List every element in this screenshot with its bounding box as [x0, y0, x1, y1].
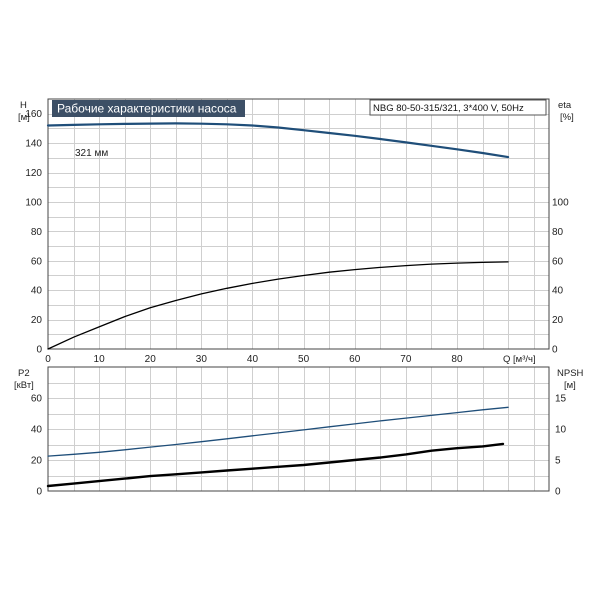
pump-model-label: NBG 80-50-315/321, 3*400 V, 50Hz — [373, 103, 524, 114]
top-right-tick-label: 60 — [552, 256, 564, 267]
top-left-tick-label: 140 — [25, 139, 42, 150]
bottom-plot-frame — [47, 366, 550, 492]
top-left-tick-label: 100 — [25, 197, 42, 208]
top-left-axis-title-symbol: H — [20, 100, 27, 111]
impeller-diameter-annotation: 321 мм — [75, 148, 108, 159]
top-plot-grid — [48, 99, 549, 349]
top-right-axis-title-symbol: eta — [558, 100, 572, 111]
bottom-left-tick-label: 60 — [31, 394, 43, 405]
top-left-tick-label: 20 — [31, 315, 43, 326]
npsh-curve — [46, 442, 505, 488]
bottom-right-tick-label: 0 — [555, 487, 561, 498]
top-left-tick-label: 60 — [31, 256, 43, 267]
top-left-tick-label: 40 — [31, 286, 43, 297]
bottom-left-tick-label: 0 — [36, 487, 42, 498]
chart-title-box — [52, 100, 245, 117]
x-tick-label: 30 — [196, 354, 208, 365]
top-plot-ticks: 0 10 20 30 40 50 60 70 80 0 20 40 60 80 100 120 140 160 0 2… — [25, 109, 569, 365]
bottom-right-tick-label: 15 — [555, 394, 567, 405]
bottom-left-axis-title-symbol: P2 — [18, 368, 30, 379]
bottom-left-axis-title-unit: [кВт] — [14, 380, 34, 391]
head-curve — [46, 122, 510, 159]
top-right-axis-title-unit: [%] — [560, 112, 574, 123]
top-plot-frame — [47, 98, 550, 350]
top-left-axis-title-unit: [м] — [18, 112, 30, 123]
top-right-tick-label: 40 — [552, 286, 564, 297]
x-tick-label: 50 — [298, 354, 310, 365]
chart-title: Рабочие характеристики насоса — [57, 102, 237, 116]
bottom-right-axis-title-symbol: NPSH — [557, 368, 584, 379]
x-axis-title: Q [м³/ч] — [503, 354, 536, 365]
top-left-tick-label: 0 — [36, 345, 42, 356]
bottom-plot-series — [46, 406, 509, 488]
bottom-left-tick-label: 20 — [31, 456, 43, 467]
x-tick-label: 80 — [451, 354, 463, 365]
bottom-left-tick-label: 40 — [31, 425, 43, 436]
bottom-right-tick-label: 10 — [555, 425, 567, 436]
bottom-plot-ticks: 0 20 40 60 0 5 10 15 — [31, 394, 567, 498]
top-right-tick-label: 20 — [552, 315, 564, 326]
top-right-tick-label: 0 — [552, 345, 558, 356]
top-left-tick-label: 120 — [25, 168, 42, 179]
top-left-tick-label: 160 — [25, 109, 42, 120]
power-curve — [47, 406, 509, 457]
x-tick-label: 70 — [400, 354, 412, 365]
bottom-right-tick-label: 5 — [555, 456, 561, 467]
bottom-right-axis-title-unit: [м] — [564, 380, 576, 391]
x-tick-label: 60 — [349, 354, 361, 365]
pump-model-box — [369, 99, 547, 116]
top-right-tick-label: 80 — [552, 227, 564, 238]
top-right-tick-label: 100 — [552, 197, 569, 208]
top-left-tick-label: 80 — [31, 227, 43, 238]
x-tick-label: 0 — [45, 354, 51, 365]
x-tick-label: 20 — [145, 354, 157, 365]
x-tick-label: 10 — [94, 354, 106, 365]
x-tick-label: 40 — [247, 354, 259, 365]
bottom-plot-grid — [48, 367, 549, 491]
top-plot-series — [46, 122, 510, 350]
efficiency-curve — [47, 261, 509, 350]
